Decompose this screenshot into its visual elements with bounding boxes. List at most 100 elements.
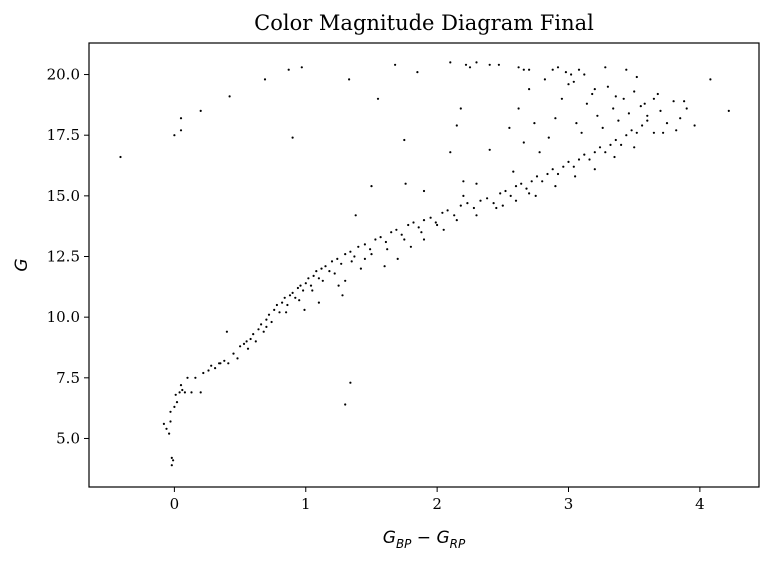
scatter-point	[291, 291, 294, 294]
scatter-point	[236, 357, 239, 360]
scatter-point	[337, 284, 340, 287]
scatter-point	[551, 168, 554, 171]
scatter-point	[528, 192, 531, 195]
scatter-point	[370, 253, 373, 256]
scatter-point	[528, 88, 531, 91]
scatter-point	[627, 112, 631, 115]
scatter-point	[556, 66, 560, 69]
scatter-point	[376, 97, 380, 100]
scatter-point	[488, 148, 491, 151]
scatter-point	[459, 204, 462, 207]
scatter-point	[225, 330, 228, 333]
scatter-point	[604, 151, 607, 154]
scatter-point	[499, 192, 502, 195]
scatter-point	[386, 248, 389, 251]
scatter-point	[239, 345, 242, 348]
scatter-point	[246, 347, 250, 350]
scatter-point	[273, 308, 276, 311]
scatter-point	[593, 88, 596, 91]
scatter-point	[685, 107, 688, 110]
scatter-point	[633, 146, 636, 149]
scatter-point	[593, 151, 596, 154]
scatter-point	[245, 340, 248, 343]
scatter-point	[404, 182, 407, 185]
scatter-point	[554, 117, 557, 120]
scatter-point	[348, 78, 351, 81]
x-tick-label: 4	[695, 495, 705, 513]
scatter-point	[633, 90, 636, 93]
scatter-point	[727, 109, 730, 112]
scatter-point	[286, 303, 289, 307]
scatter-point	[228, 95, 231, 98]
scatter-point	[625, 68, 628, 71]
scatter-point	[288, 294, 292, 297]
scatter-point	[479, 199, 482, 202]
scatter-point	[333, 272, 336, 275]
scatter-point	[390, 231, 393, 234]
scatter-point	[317, 277, 320, 280]
scatter-point	[294, 296, 297, 299]
scatter-point	[181, 388, 184, 392]
scatter-point	[317, 301, 320, 304]
scatter-point	[635, 75, 638, 79]
scatter-point	[169, 410, 172, 413]
scatter-point	[223, 359, 226, 362]
scatter-point	[403, 238, 406, 241]
scatter-point	[340, 262, 343, 265]
scatter-point	[296, 286, 299, 290]
scatter-point	[249, 337, 252, 341]
scatter-point	[577, 158, 581, 161]
y-tick-label: 10.0	[47, 308, 80, 326]
scatter-point	[508, 126, 511, 129]
scatter-point	[606, 85, 610, 88]
scatter-point	[304, 282, 307, 285]
scatter-point	[302, 289, 305, 292]
scatter-point	[466, 202, 469, 205]
scatter-point	[207, 369, 210, 372]
x-axis-ticks: 0 1 2 3 4	[170, 487, 705, 513]
scatter-point	[199, 109, 202, 112]
scatter-point	[442, 228, 445, 231]
scatter-point	[446, 209, 449, 212]
scatter-point	[455, 219, 458, 222]
scatter-point	[591, 92, 594, 96]
scatter-point	[583, 73, 586, 76]
scatter-point	[394, 63, 397, 66]
scatter-point	[675, 129, 678, 132]
scatter-point	[551, 68, 554, 71]
scatter-point	[369, 248, 372, 251]
scatter-point	[520, 182, 523, 185]
scatter-point	[278, 311, 281, 314]
scatter-point	[179, 129, 183, 132]
x-label-a-sub: BP	[396, 537, 412, 551]
scatter-point	[165, 427, 168, 430]
scatter-point	[598, 146, 602, 149]
scatter-point	[614, 138, 617, 142]
scatter-point	[564, 71, 568, 74]
scatter-point	[227, 362, 230, 365]
scatter-point	[330, 260, 334, 263]
scatter-point	[585, 102, 589, 105]
scatter-point	[183, 391, 186, 394]
scatter-point	[281, 301, 284, 304]
y-tick-label: 15.0	[47, 187, 80, 205]
scatter-point	[464, 63, 468, 66]
scatter-point	[630, 129, 633, 132]
scatter-point	[455, 124, 458, 127]
scatter-point	[429, 216, 432, 219]
scatter-point	[475, 214, 478, 217]
scatter-point	[267, 313, 271, 316]
scatter-point	[572, 80, 575, 83]
scatter-point	[396, 257, 399, 260]
scatter-point	[522, 68, 525, 71]
chart-title: Color Magnitude Diagram Final	[254, 11, 594, 35]
scatter-point	[341, 294, 344, 297]
scatter-point	[315, 270, 318, 273]
scatter-point	[560, 97, 564, 100]
scatter-point	[583, 153, 586, 156]
scatter-point	[488, 63, 491, 66]
scatter-point	[170, 464, 173, 467]
scatter-point	[263, 78, 267, 81]
scatter-point	[350, 260, 353, 263]
scatter-point	[683, 100, 686, 103]
